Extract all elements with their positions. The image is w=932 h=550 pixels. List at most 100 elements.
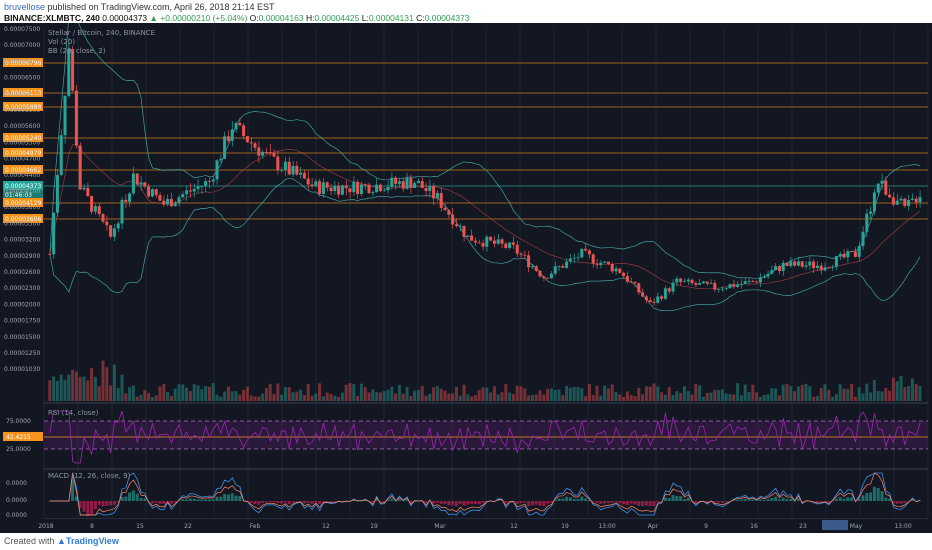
author-link[interactable]: bruvellose xyxy=(4,2,46,12)
candle-body xyxy=(800,261,804,267)
footer: Created with ▲TradingView xyxy=(4,536,119,546)
candle-body xyxy=(397,181,401,184)
chart-title: Stellar / Bitcoin, 240, BINANCE xyxy=(48,29,155,37)
macd-hist xyxy=(371,501,375,503)
volume-bar xyxy=(386,389,390,401)
volume-bar xyxy=(443,390,447,401)
volume-bar xyxy=(272,394,276,401)
volume-bar xyxy=(523,388,527,401)
candle-body xyxy=(561,266,565,268)
candle-body xyxy=(272,152,276,157)
volume-bar xyxy=(713,390,717,401)
candle-body xyxy=(625,275,629,282)
volume-bar xyxy=(644,386,648,401)
volume-bar xyxy=(318,383,322,401)
volume-bar xyxy=(344,384,348,401)
candle-body xyxy=(907,199,911,206)
rsi-tick: 25.0000 xyxy=(6,446,31,453)
candle-body xyxy=(128,193,132,202)
volume-bar xyxy=(451,393,455,401)
volume-bar xyxy=(869,392,873,401)
candle-body xyxy=(181,194,185,198)
candle-body xyxy=(819,265,823,271)
volume-bar xyxy=(698,385,702,401)
macd-hist xyxy=(177,500,181,501)
candle-body xyxy=(55,174,59,213)
candle-body xyxy=(424,188,428,192)
price-tick: 0.00005600 xyxy=(4,123,40,130)
time-axis[interactable]: 2018 8 15 22 Feb 12 19 Mar 12 19 13:00 Apr 9 16 23 May 1… xyxy=(0,519,932,533)
tradingview-brand[interactable]: TradingView xyxy=(65,536,119,546)
candle-body xyxy=(439,193,443,208)
macd-hist xyxy=(424,501,428,504)
macd-hist xyxy=(641,501,645,507)
tradingview-logo[interactable]: ▲TradingView xyxy=(57,536,119,546)
chart-canvas[interactable]: 0.00006796 0.00006113 0.00005888 0.00005240… xyxy=(0,23,932,533)
candle-body xyxy=(489,236,493,241)
bb-legend: BB (20, close, 2) xyxy=(48,47,106,55)
volume-bar xyxy=(591,395,595,401)
candle-body xyxy=(747,280,751,282)
macd-hist xyxy=(823,501,827,502)
macd-hist xyxy=(302,501,306,504)
candle-body xyxy=(276,156,280,170)
macd-hist xyxy=(204,499,208,501)
candle-body xyxy=(325,182,329,188)
volume-bar xyxy=(572,386,576,401)
candle-body xyxy=(869,211,873,214)
candle-body xyxy=(390,177,394,187)
candle-body xyxy=(257,147,261,156)
volume-bar xyxy=(101,360,105,401)
candle-body xyxy=(245,136,249,143)
candle-body xyxy=(796,261,800,266)
macd-hist xyxy=(842,498,846,501)
macd-hist xyxy=(523,501,527,503)
macd-hist xyxy=(124,496,128,501)
macd-hist xyxy=(261,501,265,504)
candle-body xyxy=(861,231,865,246)
candle-body xyxy=(124,199,128,202)
candle-body xyxy=(599,262,603,265)
volume-bar xyxy=(511,394,515,401)
macd-hist xyxy=(781,497,785,501)
macd-hist xyxy=(789,498,793,501)
volume-bar xyxy=(584,396,588,401)
volume-bar xyxy=(663,394,667,401)
candle-body xyxy=(610,264,614,272)
macd-hist xyxy=(591,501,595,503)
macd-hist xyxy=(356,500,360,502)
price-tick: 0.00001750 xyxy=(4,318,40,325)
macd-hist xyxy=(736,499,740,501)
candle-body xyxy=(177,197,181,203)
time-tick: 12 xyxy=(322,523,330,530)
candle-body xyxy=(622,272,626,276)
macd-hist xyxy=(280,501,284,504)
macd-hist xyxy=(918,500,922,502)
volume-bar xyxy=(557,389,561,401)
macd-hist xyxy=(405,499,409,501)
macd-hist xyxy=(181,499,185,501)
price-change: ▲ +0.00000210 (+5.04%) xyxy=(149,13,248,23)
candle-body xyxy=(827,267,831,269)
macd-hist xyxy=(268,501,272,503)
price-tick: 0.00001030 xyxy=(4,366,40,373)
volume-bar xyxy=(834,394,838,401)
candle-body xyxy=(337,185,341,195)
candle-body xyxy=(538,270,542,277)
macd-legend: MACD (12, 26, close, 9) xyxy=(48,472,131,480)
candle-body xyxy=(74,90,78,146)
price-tick: 0.00004700 xyxy=(4,156,40,163)
volume-bar xyxy=(147,392,151,401)
candle-body xyxy=(587,250,591,255)
volume-bar xyxy=(413,390,417,401)
macd-hist xyxy=(698,501,702,502)
volume-bar xyxy=(625,391,629,401)
candle-body xyxy=(910,198,914,200)
price-axis[interactable]: 0.00007500 0.00007000 0.00006800 0.00006500… xyxy=(4,26,40,373)
macd-hist xyxy=(595,501,599,503)
volume-bar xyxy=(857,387,861,401)
macd-hist xyxy=(508,501,512,502)
volume-bar xyxy=(447,393,451,401)
candle-body xyxy=(59,135,63,175)
volume-bar xyxy=(173,388,177,401)
